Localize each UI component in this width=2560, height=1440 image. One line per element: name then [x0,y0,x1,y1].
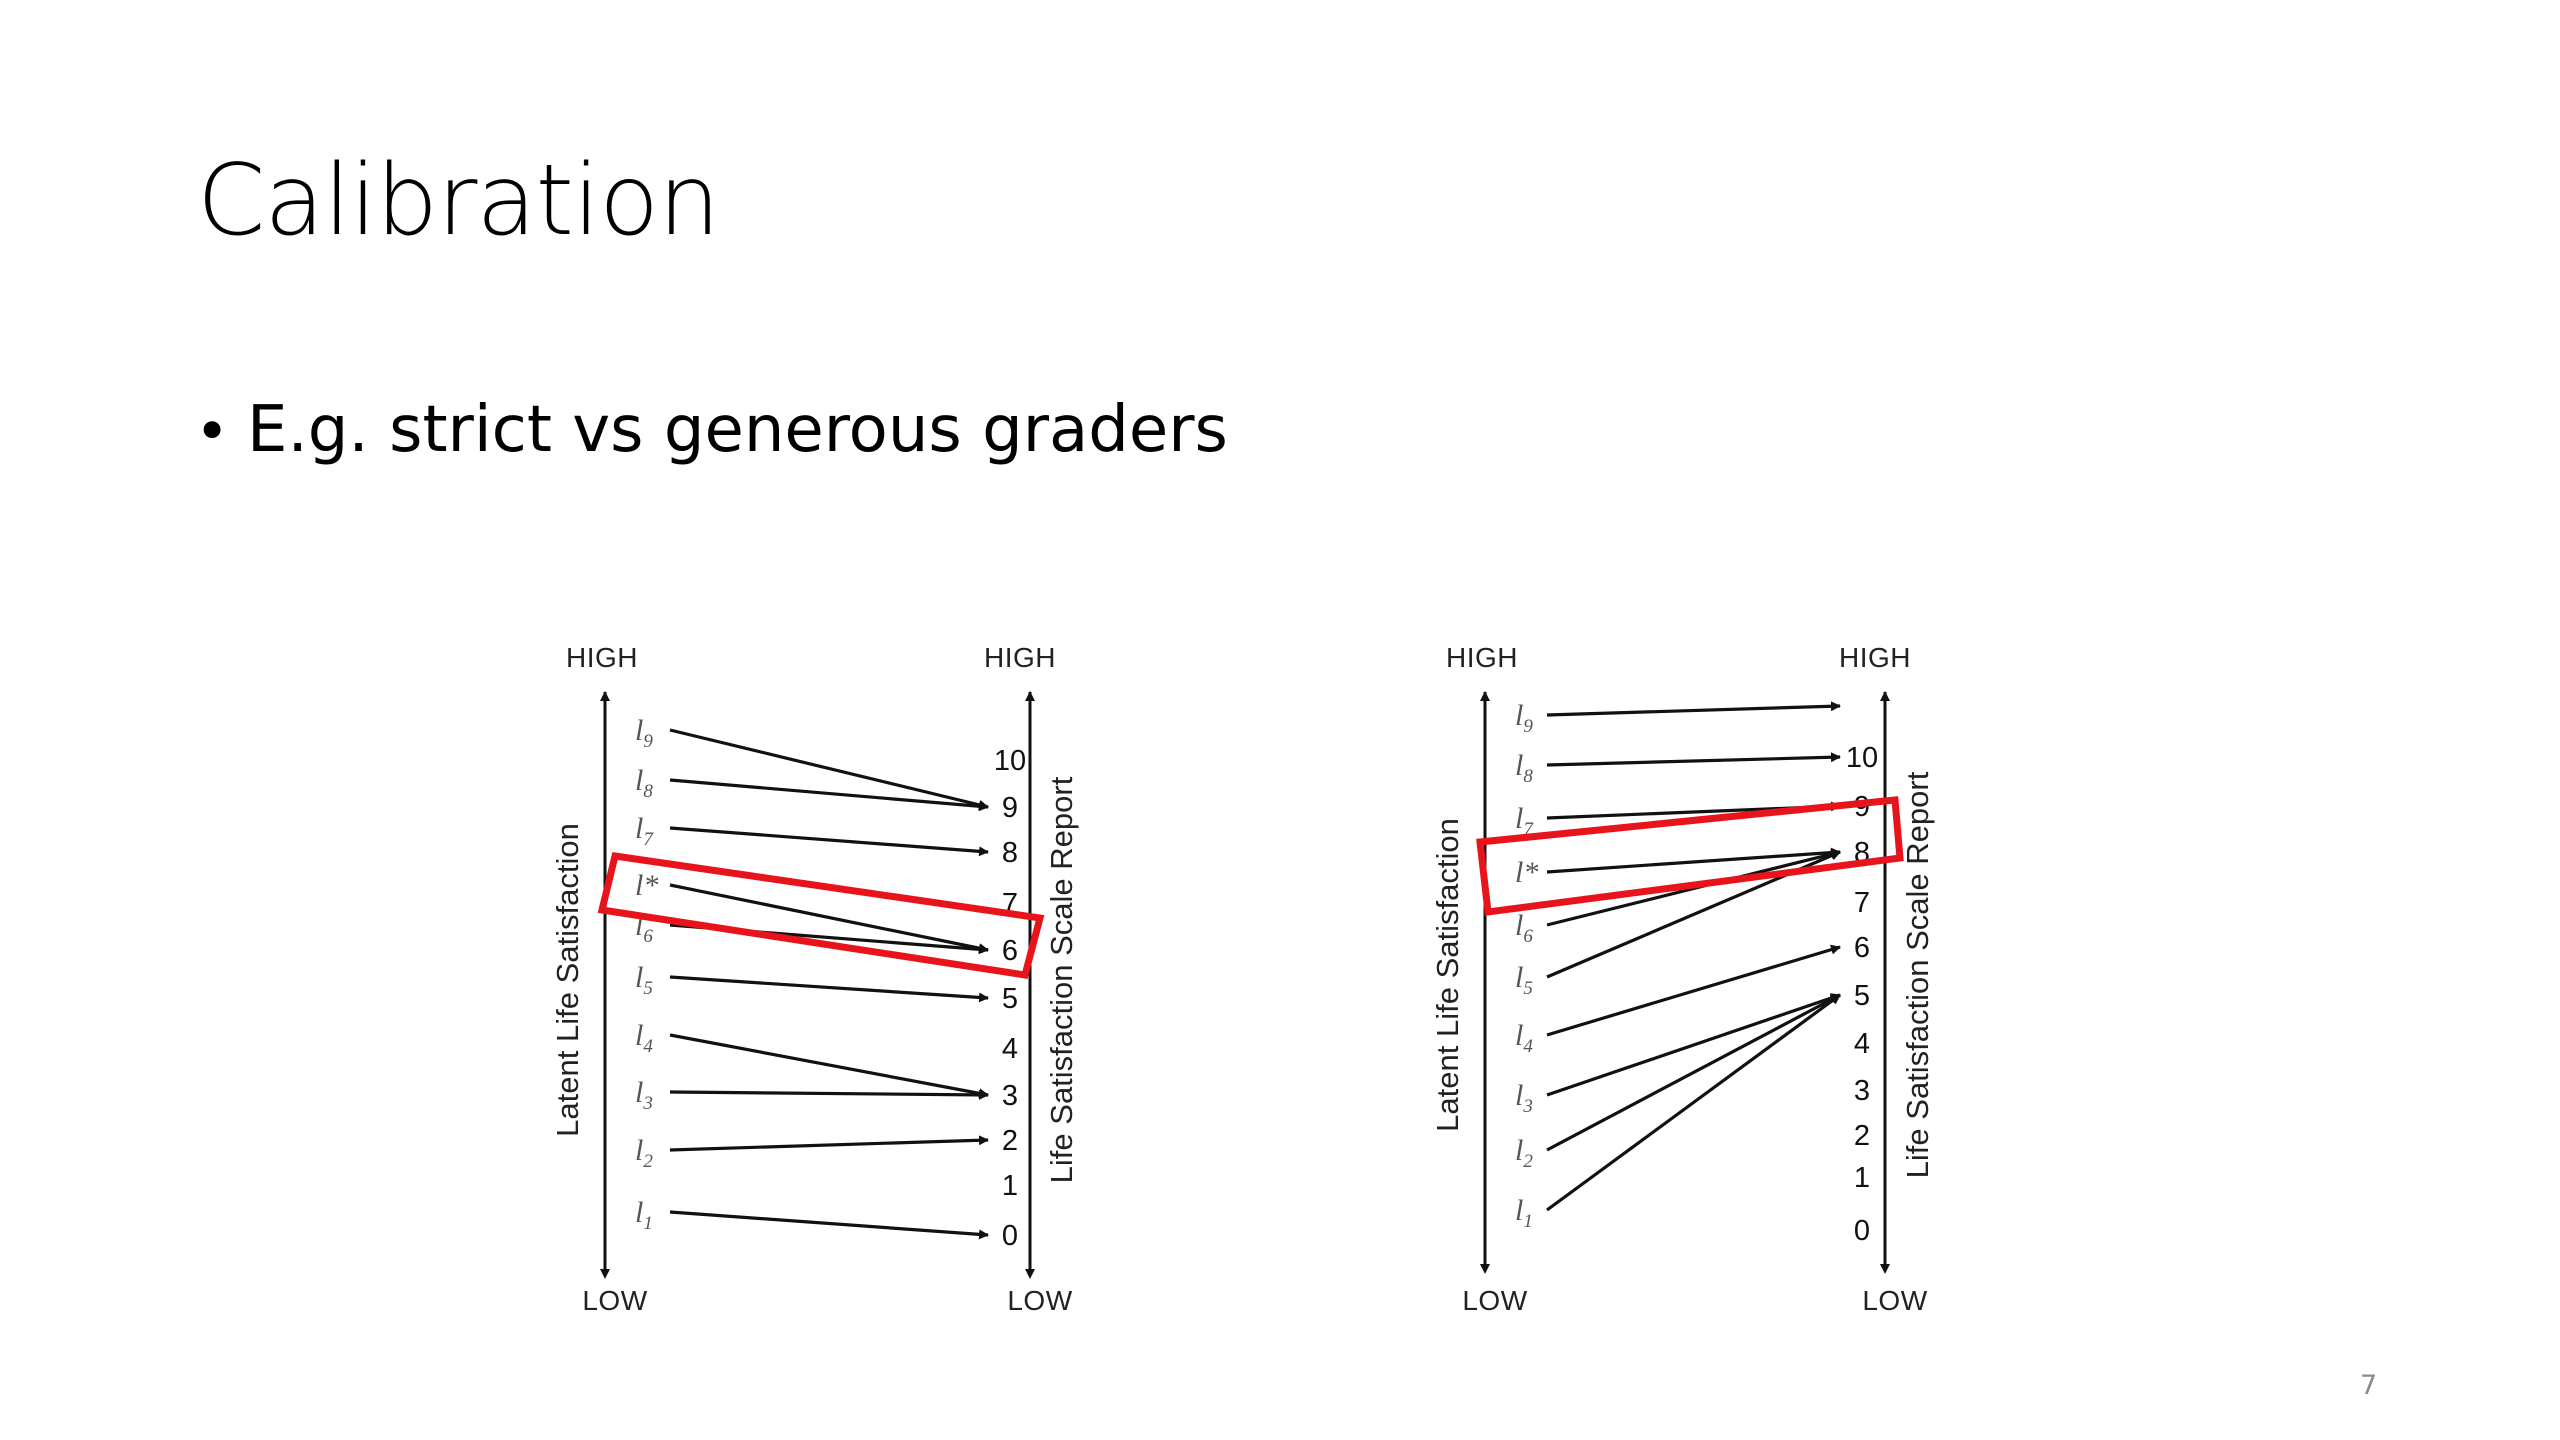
report-tick-3: 3 [1002,1080,1018,1112]
report-axis-low-label: LOW [1007,1285,1072,1316]
report-tick-2: 2 [1854,1120,1870,1152]
mapping-arrow-lstar [669,883,989,954]
latent-level-8: l8 [1515,749,1533,787]
latent-level-9: l9 [635,714,653,752]
report-axis-title: Life Satisfaction Scale Report [1044,776,1079,1183]
latent-level-4: l4 [635,1019,653,1057]
mapping-arrow-l3 [1546,993,1841,1097]
report-tick-7: 7 [1854,887,1870,919]
bullet-list: • E.g. strict vs generous graders [195,393,1228,467]
bullet-text: E.g. strict vs generous graders [247,393,1228,467]
mapping-arrow-l3 [669,1089,989,1100]
report-tick-9: 9 [1854,791,1870,823]
latent-level-8: l8 [635,764,653,802]
report-tick-1: 1 [1002,1170,1018,1202]
slide-title: Calibration [197,144,720,258]
latent-level-9: l9 [1515,699,1533,737]
report-tick-0: 0 [1002,1220,1018,1252]
mapping-arrow-l1 [669,1210,989,1240]
report-tick-1: 1 [1854,1162,1870,1194]
latent-axis-high-label: HIGH [566,642,638,673]
highlight-box [1476,796,1904,916]
latent-level-star: l* [635,869,658,902]
bullet-item: • E.g. strict vs generous graders [195,393,1228,467]
report-tick-10: 10 [1846,742,1878,774]
report-tick-3: 3 [1854,1075,1870,1107]
latent-axis-title: Latent Life Satisfaction [1430,818,1465,1132]
mapping-arrow-l8 [1546,752,1841,767]
mapping-arrow-l1 [1546,993,1841,1212]
diagram-strict-svg: HIGH LOW HIGH LOW Latent Life Satisfaction Li… [550,642,1079,1316]
latent-level-1: l1 [635,1196,653,1234]
report-tick-5: 5 [1002,983,1018,1015]
mapping-arrow-l9 [1546,701,1841,717]
latent-level-4: l4 [1515,1019,1533,1057]
report-axis-title: Life Satisfaction Scale Report [1900,771,1935,1178]
page-number: 7 [2360,1370,2378,1401]
latent-level-5: l5 [1515,961,1533,999]
mapping-arrow-l4 [1546,944,1841,1037]
report-axis-high-label: HIGH [1839,642,1911,673]
latent-level-3: l3 [635,1076,653,1114]
bullet-dot-icon: • [195,397,230,465]
diagram-strict-grader: HIGH LOW HIGH LOW Latent Life Satisfaction Li… [540,620,1100,1320]
report-tick-8: 8 [1002,837,1018,869]
report-tick-10: 10 [994,745,1026,777]
mapping-arrow-l2 [1546,993,1841,1152]
report-tick-4: 4 [1854,1028,1870,1060]
report-tick-4: 4 [1002,1033,1018,1065]
latent-level-6: l6 [1515,909,1533,947]
diagram-generous-grader: HIGH LOW HIGH LOW Latent Life Satisfaction Li… [1420,620,1980,1320]
mapping-arrow-lstar [1546,847,1841,874]
report-tick-5: 5 [1854,980,1870,1012]
report-tick-6: 6 [1002,935,1018,967]
latent-level-5: l5 [635,961,653,999]
report-tick-0: 0 [1854,1215,1870,1247]
highlight-box [597,852,1045,979]
latent-axis-title: Latent Life Satisfaction [550,823,585,1137]
mapping-arrow-l2 [669,1135,989,1152]
latent-level-3: l3 [1515,1079,1533,1117]
mapping-arrow-l4 [669,1033,989,1099]
latent-level-7: l7 [635,812,654,850]
mapping-arrow-l8 [669,778,989,812]
latent-level-star: l* [1515,856,1538,889]
mapping-arrow-l7 [669,826,989,857]
latent-axis-low-label: LOW [1462,1285,1527,1316]
report-tick-6: 6 [1854,932,1870,964]
report-axis-high-label: HIGH [984,642,1056,673]
diagram-generous-svg: HIGH LOW HIGH LOW Latent Life Satisfaction Li… [1430,642,1935,1316]
mapping-arrow-l9 [669,728,989,810]
latent-axis-high-label: HIGH [1446,642,1518,673]
latent-axis-low-label: LOW [582,1285,647,1316]
mapping-arrow-l5 [669,975,989,1003]
latent-level-2: l2 [1515,1134,1533,1172]
report-axis-low-label: LOW [1862,1285,1927,1316]
latent-level-1: l1 [1515,1194,1533,1232]
latent-level-2: l2 [635,1134,653,1172]
report-tick-2: 2 [1002,1125,1018,1157]
report-tick-9: 9 [1002,792,1018,824]
